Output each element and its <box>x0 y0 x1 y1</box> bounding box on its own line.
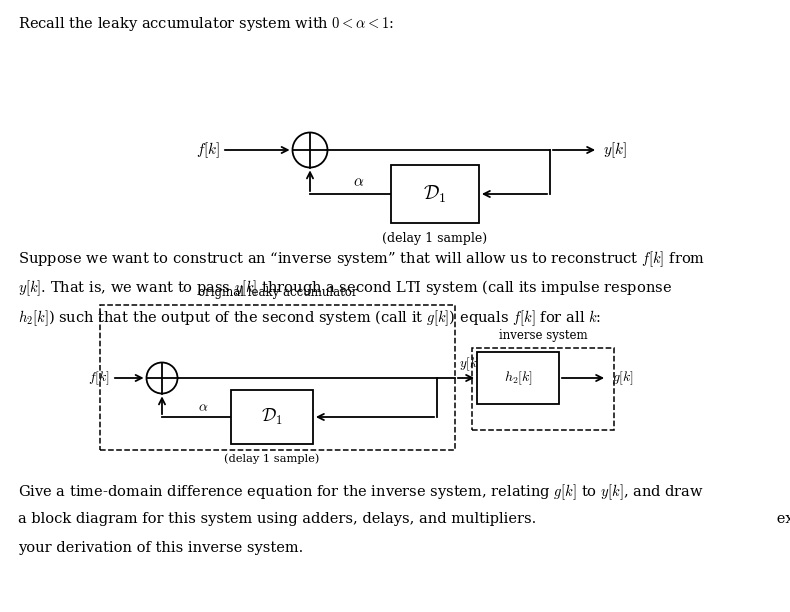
Text: $y[k]$. That is, we want to pass $y[k]$ through a second LTI system (call its im: $y[k]$. That is, we want to pass $y[k]$ … <box>18 278 672 298</box>
Text: $h_2[k]$) such that the output of the second system (call it $g[k]$) equals $f[k: $h_2[k]$) such that the output of the se… <box>18 308 601 327</box>
Text: inverse system: inverse system <box>498 329 587 342</box>
Text: $h_2[k]$: $h_2[k]$ <box>503 369 532 387</box>
Text: (delay 1 sample): (delay 1 sample) <box>224 453 320 463</box>
Text: $\mathcal{D}_1$: $\mathcal{D}_1$ <box>261 407 283 427</box>
Bar <box>231 390 313 444</box>
Text: $\mathcal{D}_1$: $\mathcal{D}_1$ <box>423 184 447 204</box>
Text: Recall the leaky accumulator system with $0 < \alpha < 1$:: Recall the leaky accumulator system with… <box>18 15 394 33</box>
Text: $f[k]$: $f[k]$ <box>88 369 110 387</box>
Bar <box>391 165 479 223</box>
Text: your derivation of this inverse system.: your derivation of this inverse system. <box>18 541 303 555</box>
Text: $f[k]$: $f[k]$ <box>196 140 220 160</box>
Bar <box>100 305 455 450</box>
Text: Suppose we want to construct an “inverse system” that will allow us to reconstru: Suppose we want to construct an “inverse… <box>18 249 705 269</box>
Text: Give a time-domain difference equation for the inverse system, relating $g[k]$ t: Give a time-domain difference equation f… <box>18 482 704 502</box>
Text: (delay 1 sample): (delay 1 sample) <box>382 232 487 245</box>
Text: $\alpha$: $\alpha$ <box>353 175 365 189</box>
Bar <box>472 348 614 430</box>
Text: $g[k]$: $g[k]$ <box>612 369 634 387</box>
Text: $y[k]$: $y[k]$ <box>459 356 480 373</box>
Text: original leaky accumulator: original leaky accumulator <box>198 286 357 299</box>
Bar <box>477 352 559 404</box>
Text: $\alpha$: $\alpha$ <box>198 400 209 414</box>
Text: $y[k]$: $y[k]$ <box>603 140 627 160</box>
Text: a block diagram for this system using adders, delays, and multipliers.          : a block diagram for this system using ad… <box>18 512 790 526</box>
